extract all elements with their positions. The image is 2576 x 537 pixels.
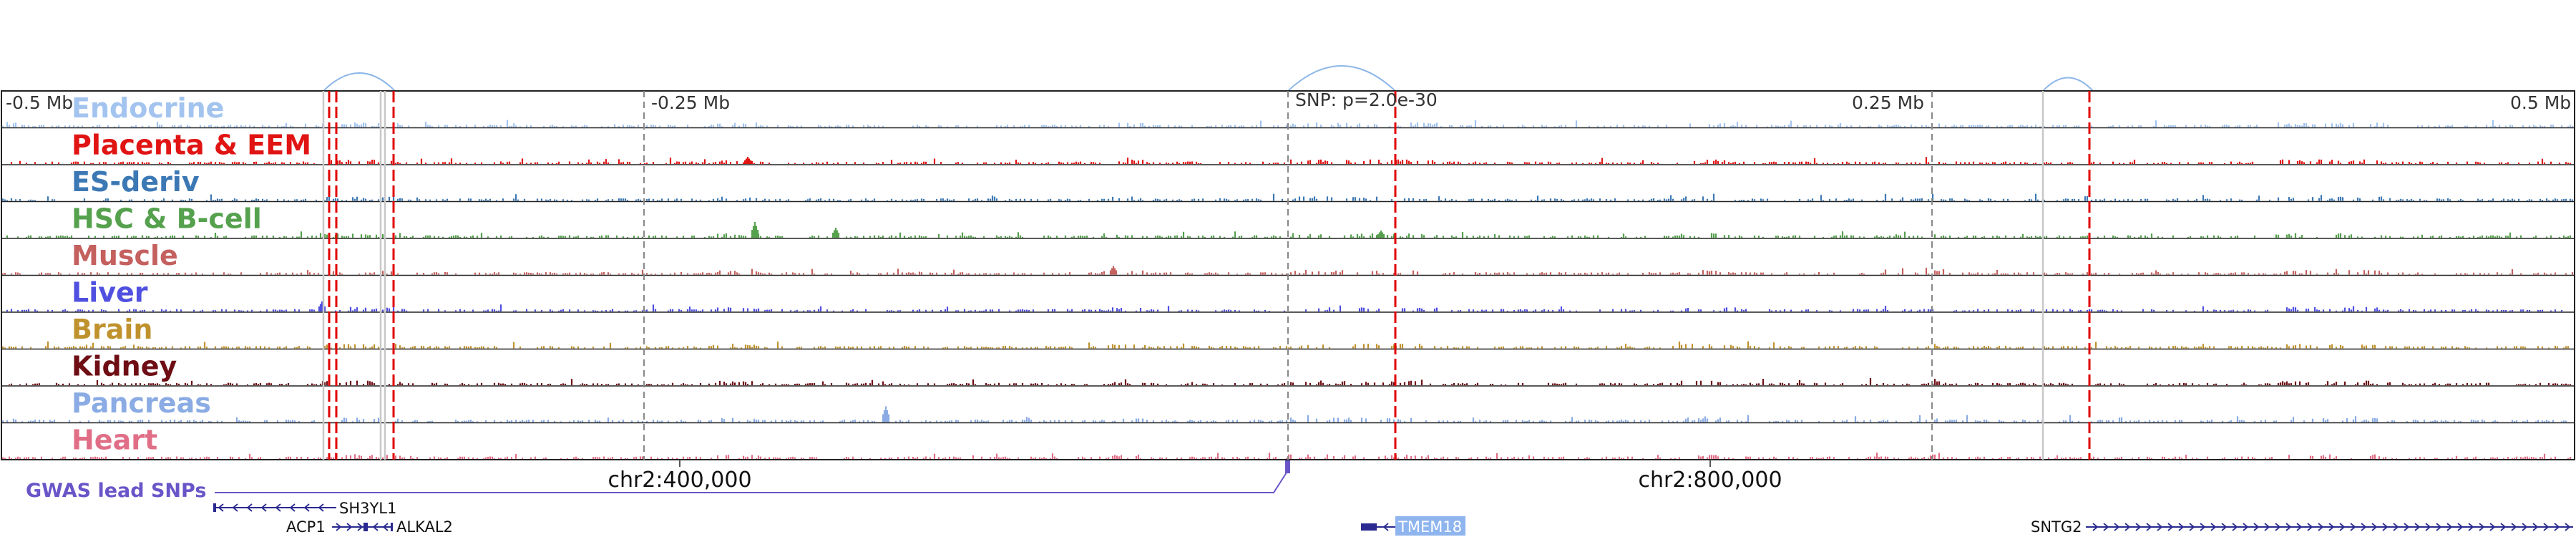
track-heart: Heart <box>1 422 2575 459</box>
track-endocrine: Endocrine <box>1 92 2574 127</box>
signal-hsc-b-cell <box>6 222 2572 238</box>
track-label-hsc-b-cell: HSC & B-cell <box>72 203 262 235</box>
track-label-heart: Heart <box>72 425 157 456</box>
strand-arrows <box>218 503 324 512</box>
track-label-placenta-eem: Placenta & EEM <box>72 130 311 161</box>
gene-highlight <box>1395 516 1465 536</box>
signal-pancreas <box>1 406 2567 422</box>
signal-brain <box>1 341 2570 349</box>
signal-kidney <box>8 378 2572 385</box>
snp-pvalue-label: SNP: p=2.0e-30 <box>1295 90 1438 110</box>
strand-arrows <box>336 523 364 531</box>
gene-tmem18[interactable]: TMEM18 <box>1361 516 1465 536</box>
track-label-es-deriv: ES-deriv <box>72 166 200 198</box>
gene-label: TMEM18 <box>1397 518 1462 536</box>
gene-label: ALKAL2 <box>396 518 453 536</box>
track-area: Endocrine Placenta & EEM ES-deriv HSC & B-c… <box>1 90 2575 460</box>
gene-alkal2[interactable]: ALKAL2 <box>372 518 453 536</box>
gwas-track: GWAS lead SNPs <box>26 460 1290 502</box>
gene-exon <box>391 523 393 531</box>
track-label-liver: Liver <box>72 277 148 309</box>
track-es-deriv: ES-deriv <box>1 164 2575 201</box>
axis-labels: -0.5 Mb -0.25 Mb SNP: p=2.0e-30 0.25 Mb … <box>6 90 2571 113</box>
gene-sntg2[interactable]: SNTG2 <box>2031 518 2573 536</box>
axis-label-mid-left: -0.25 Mb <box>651 92 730 113</box>
loop-arc <box>323 72 396 92</box>
track-label-pancreas: Pancreas <box>72 387 211 419</box>
strand-arrows <box>2092 523 2571 531</box>
loop-arc <box>1287 65 1396 92</box>
gene-label: SH3YL1 <box>339 500 396 517</box>
gwas-snp-marker <box>1285 460 1290 473</box>
gene-track: SH3YL1 ACP1 ALKAL2 TMEM18 SNTG2 <box>213 500 2573 536</box>
track-placenta-eem: Placenta & EEM <box>1 127 2575 164</box>
coordinate-label-400k: chr2:400,000 <box>608 468 751 493</box>
gwas-label: GWAS lead SNPs <box>26 480 206 502</box>
gwas-connector-line <box>215 472 1287 493</box>
track-label-brain: Brain <box>72 314 152 345</box>
region-markers <box>322 91 2091 460</box>
track-label-muscle: Muscle <box>72 240 178 271</box>
gene-label: SNTG2 <box>2031 518 2082 536</box>
strand-arrows <box>1382 523 1389 531</box>
strand-arrows <box>372 523 389 531</box>
signal-endocrine <box>1 120 2574 127</box>
loop-arcs <box>323 65 2094 92</box>
track-label-kidney: Kidney <box>72 351 177 382</box>
axis-label-right: 0.5 Mb <box>2510 92 2571 113</box>
axis-label-mid-right: 0.25 Mb <box>1852 92 1924 113</box>
gene-sh3yl1[interactable]: SH3YL1 <box>213 500 396 517</box>
signal-es-deriv <box>1 193 2574 201</box>
signal-placenta-eem <box>10 157 2572 164</box>
coordinate-label-800k: chr2:800,000 <box>1638 468 1782 493</box>
gene-label: ACP1 <box>286 518 326 536</box>
signal-heart <box>1 453 2572 459</box>
track-label-endocrine: Endocrine <box>72 92 224 124</box>
axis-label-left: -0.5 Mb <box>6 92 73 113</box>
track-muscle: Muscle <box>1 238 2575 275</box>
signal-liver <box>6 301 2563 311</box>
signal-muscle <box>1 266 2574 275</box>
gene-exon <box>213 503 216 512</box>
gene-exon <box>1361 523 1377 531</box>
gene-acp1[interactable]: ACP1 <box>286 518 392 536</box>
loop-arc <box>2042 77 2094 92</box>
coordinate-ruler: chr2:400,000 chr2:800,000 <box>608 460 1782 493</box>
gene-exon <box>364 523 368 531</box>
